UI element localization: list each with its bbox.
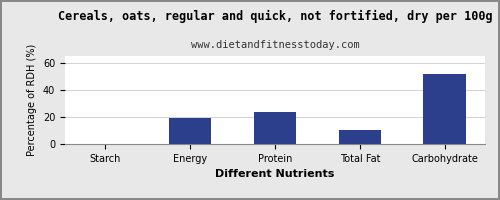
X-axis label: Different Nutrients: Different Nutrients	[216, 169, 334, 179]
Text: www.dietandfitnesstoday.com: www.dietandfitnesstoday.com	[190, 40, 360, 50]
Bar	[169, 118, 212, 144]
Bar	[338, 130, 381, 144]
Bar	[254, 112, 296, 144]
Y-axis label: Percentage of RDH (%): Percentage of RDH (%)	[28, 44, 38, 156]
Bar	[424, 74, 466, 144]
Text: Cereals, oats, regular and quick, not fortified, dry per 100g: Cereals, oats, regular and quick, not fo…	[58, 10, 492, 23]
